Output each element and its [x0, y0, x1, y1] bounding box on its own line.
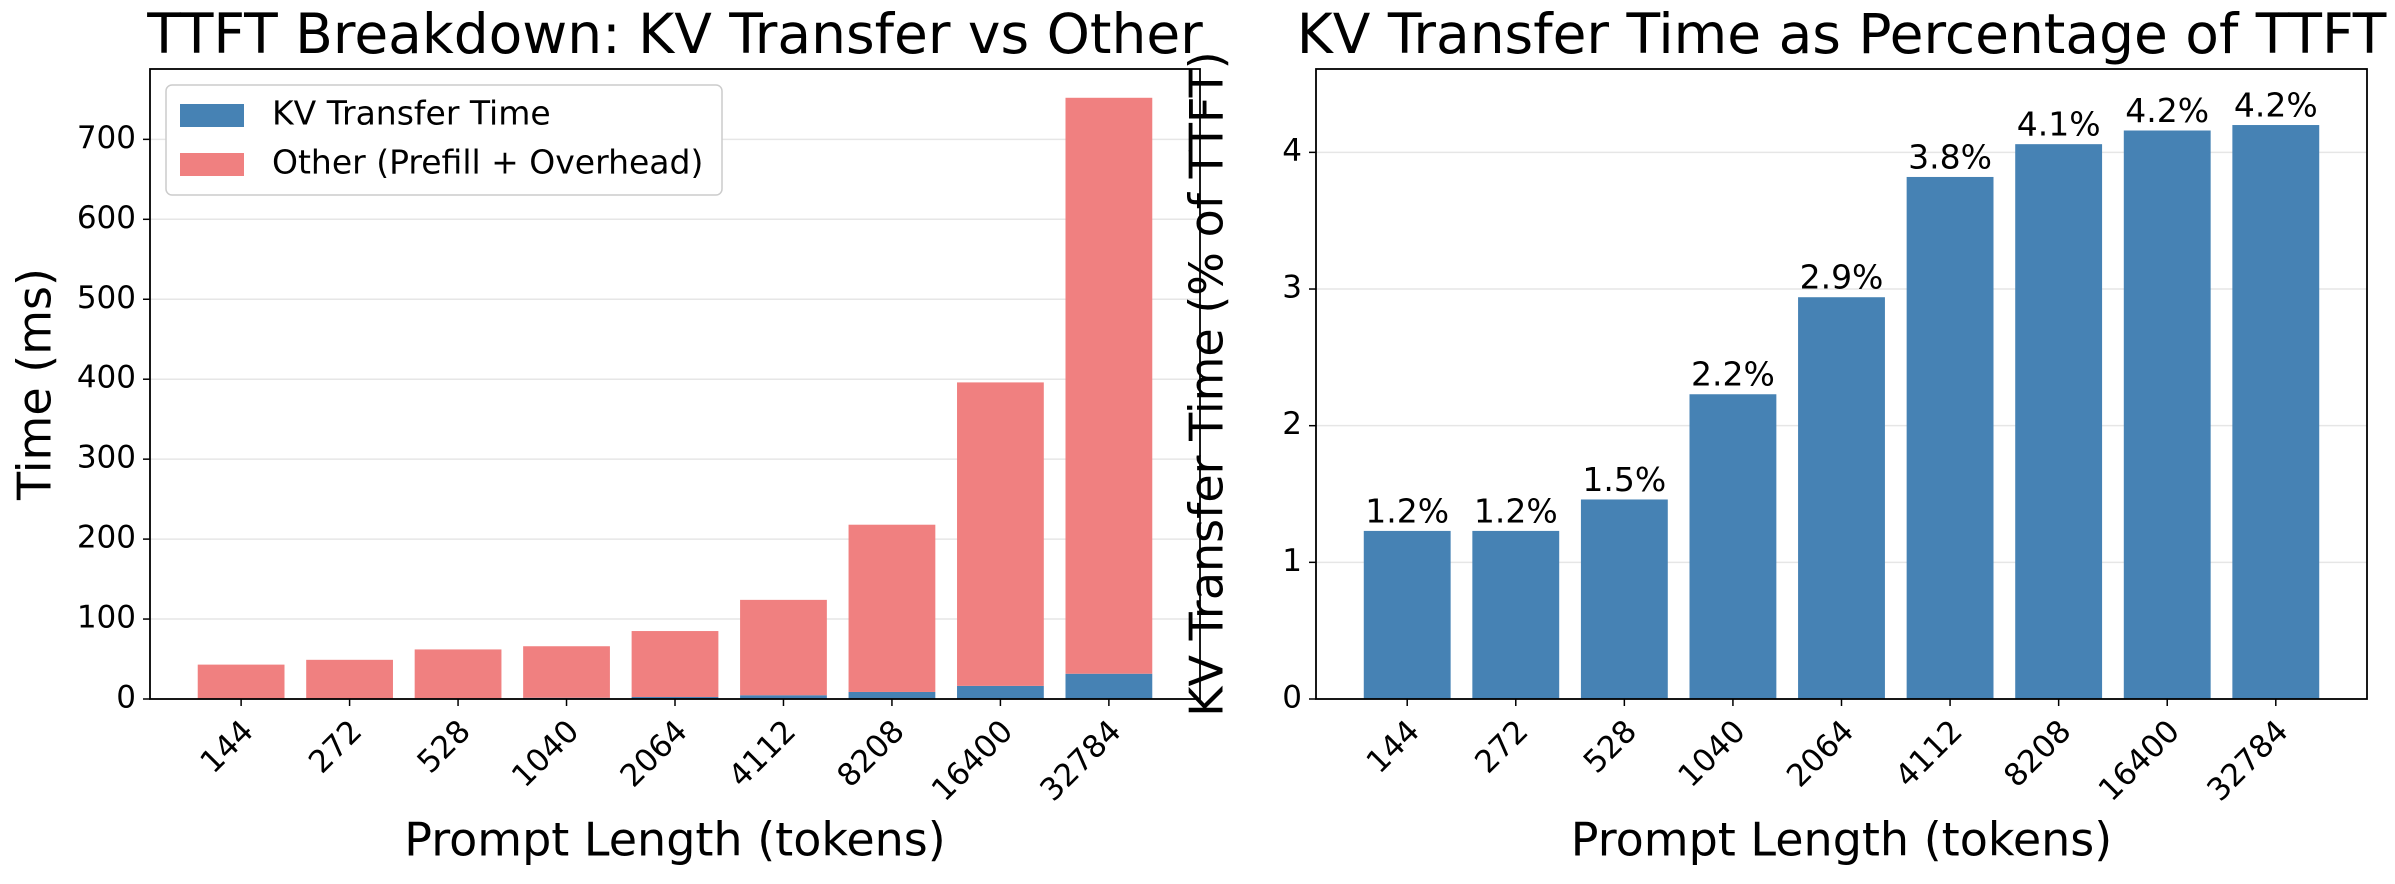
- y-tick-label: 500: [77, 280, 136, 316]
- y-axis-label: Time (ms): [8, 268, 62, 501]
- y-tick-label: 3: [1282, 270, 1302, 306]
- y-tick-label: 300: [77, 440, 136, 476]
- bar-segment: [740, 599, 827, 696]
- x-tick-label: 528: [1577, 713, 1644, 780]
- legend: KV Transfer Time Other (Prefill + Overhea…: [165, 84, 723, 196]
- bar: [1689, 394, 1777, 699]
- bar: [2015, 144, 2103, 699]
- bar: [1580, 499, 1668, 699]
- x-tick-label: 16400: [2092, 713, 2187, 808]
- x-tick-label: 4112: [722, 713, 803, 794]
- x-tick-label: 8208: [830, 713, 911, 794]
- y-tick-label: 2: [1282, 406, 1302, 442]
- x-tick-label: 2064: [1780, 713, 1861, 794]
- legend-swatch: [180, 104, 244, 127]
- x-axis-label: Prompt Length (tokens): [1571, 813, 2112, 867]
- bar-segment: [414, 649, 502, 699]
- x-tick-label: 1040: [505, 713, 586, 794]
- y-tick-label: 4: [1282, 133, 1302, 169]
- bar-segment: [740, 695, 827, 699]
- bar-segment: [523, 646, 610, 698]
- x-tick-label: 528: [410, 713, 477, 780]
- bar-segment: [631, 631, 719, 698]
- value-label: 4.2%: [2125, 91, 2209, 130]
- bar: [2123, 130, 2211, 699]
- legend-label: Other (Prefill + Overhead): [272, 143, 703, 182]
- y-tick-label: 100: [77, 600, 136, 636]
- y-tick-label: 700: [77, 120, 136, 156]
- x-tick-label: 32784: [1033, 713, 1128, 808]
- x-tick-label: 272: [1468, 713, 1535, 780]
- y-tick-label: 0: [1282, 680, 1302, 716]
- chart-title: KV Transfer Time as Percentage of TTFT: [1297, 2, 2387, 66]
- bar-segment: [957, 685, 1044, 699]
- bar-segment: [1065, 673, 1153, 699]
- x-tick-label: 272: [302, 713, 369, 780]
- value-label: 4.1%: [2017, 105, 2101, 144]
- legend-label: KV Transfer Time: [272, 94, 551, 133]
- x-tick-label: 144: [1360, 713, 1427, 780]
- y-tick-label: 1: [1282, 543, 1302, 579]
- x-tick-label: 144: [193, 713, 260, 780]
- value-label: 1.2%: [1474, 491, 1558, 530]
- y-tick-label: 0: [116, 680, 136, 716]
- x-tick-label: 2064: [613, 713, 694, 794]
- bar-segment: [1065, 97, 1153, 674]
- value-label: 3.8%: [1908, 137, 1992, 176]
- bar-segment: [848, 524, 936, 692]
- bar: [1363, 530, 1451, 699]
- bar-segment: [197, 664, 285, 699]
- y-tick-label: 200: [77, 520, 136, 556]
- bar-segment: [848, 691, 936, 699]
- legend-swatch: [180, 153, 244, 176]
- value-label: 4.2%: [2234, 86, 2318, 125]
- bar-segment: [631, 697, 719, 699]
- x-tick-label: 8208: [1997, 713, 2078, 794]
- value-label: 2.9%: [1800, 258, 1884, 297]
- value-label: 1.5%: [1582, 460, 1666, 499]
- chart-title: TTFT Breakdown: KV Transfer vs Other: [146, 2, 1203, 66]
- legend-frame: [165, 84, 723, 196]
- x-axis-label: Prompt Length (tokens): [404, 813, 945, 867]
- bar-segment: [306, 659, 393, 699]
- bar: [1798, 297, 1885, 699]
- axes-frame: [1315, 68, 2368, 700]
- y-axis-label: KV Transfer Time (% of TTFT): [1180, 51, 1234, 716]
- x-tick-label: 32784: [2200, 713, 2295, 808]
- y-tick-label: 600: [77, 200, 136, 236]
- value-label: 1.2%: [1365, 491, 1449, 530]
- x-tick-label: 1040: [1671, 713, 1752, 794]
- bar: [2232, 125, 2320, 699]
- bar-segment: [957, 382, 1044, 686]
- x-tick-label: 16400: [925, 713, 1020, 808]
- bar: [1472, 530, 1560, 699]
- y-tick-label: 400: [77, 360, 136, 396]
- x-tick-label: 4112: [1888, 713, 1969, 794]
- axes-frame: [149, 68, 1201, 700]
- bar: [1906, 176, 1994, 700]
- value-label: 2.2%: [1691, 355, 1775, 394]
